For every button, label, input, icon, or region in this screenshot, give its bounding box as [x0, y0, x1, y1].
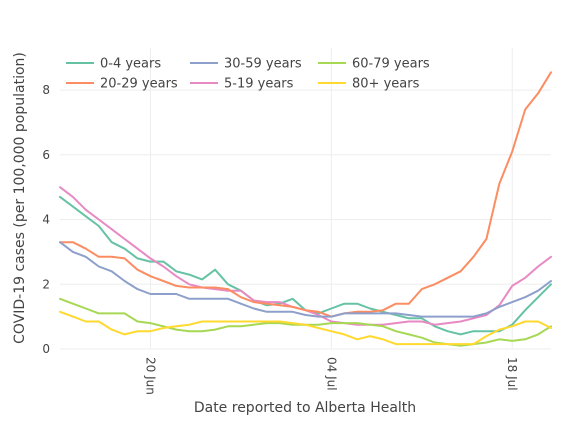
x-tick-label: 18 Jul	[505, 357, 519, 391]
legend-label-80-years: 80+ years	[352, 77, 420, 92]
y-tick-label: 0	[42, 342, 50, 356]
legend-label-20-29-years: 20-29 years	[100, 77, 178, 92]
legend-label-0-4-years: 0-4 years	[100, 57, 161, 72]
legend-label-60-79-years: 60-79 years	[352, 57, 430, 72]
series-line-20-29-years	[59, 71, 552, 318]
legend: 0-4 years 20-29 years 30-59 years 5-19 year…	[66, 57, 430, 92]
legend-label-5-19-years: 5-19 years	[224, 77, 294, 92]
y-tick-label: 6	[42, 148, 50, 162]
gridlines	[60, 48, 551, 350]
series-lines	[59, 71, 552, 347]
series-line-80-years	[59, 310, 552, 346]
axis-ticks: 0 2 4 6 8 20 Jun 04 Jul 18 Jul	[42, 83, 519, 395]
x-axis-title: Date reported to Alberta Health	[194, 400, 416, 416]
series-line-30-59-years	[59, 241, 552, 318]
x-tick-label: 20 Jun	[143, 357, 157, 395]
y-tick-label: 8	[42, 83, 50, 97]
y-axis-title: COVID-19 cases (per 100,000 population)	[12, 52, 28, 344]
legend-label-30-59-years: 30-59 years	[224, 57, 302, 72]
y-tick-label: 4	[42, 213, 50, 227]
x-tick-label: 04 Jul	[324, 357, 338, 391]
series-line-60-79-years	[59, 297, 552, 347]
y-tick-label: 2	[42, 277, 50, 291]
